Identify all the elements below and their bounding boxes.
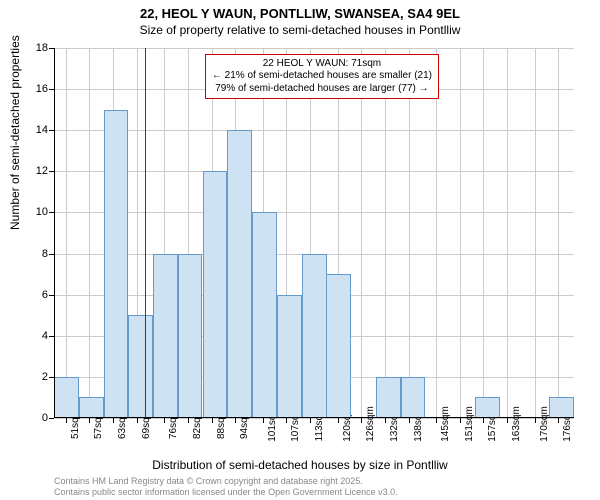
grid-line <box>54 48 574 49</box>
grid-line <box>507 48 508 418</box>
y-tick-label: 16 <box>24 83 48 95</box>
x-tick <box>286 418 287 423</box>
histogram-bar <box>54 377 79 418</box>
y-tick-label: 2 <box>24 371 48 383</box>
histogram-bar <box>252 212 277 418</box>
y-tick-label: 4 <box>24 330 48 342</box>
x-tick <box>113 418 114 423</box>
x-tick-label: 151sqm <box>464 406 475 442</box>
x-tick <box>361 418 362 423</box>
x-tick-label: 145sqm <box>440 406 451 442</box>
grid-line <box>89 48 90 418</box>
x-tick <box>507 418 508 423</box>
x-tick <box>263 418 264 423</box>
histogram-bar <box>302 254 327 418</box>
chart-container: 22, HEOL Y WAUN, PONTLLIW, SWANSEA, SA4 … <box>0 0 600 500</box>
y-tick-label: 0 <box>24 412 48 424</box>
plot-area: 02468101214161851sqm57sqm63sqm69sqm76sqm… <box>54 48 574 418</box>
annotation-line2: ← 21% of semi-detached houses are smalle… <box>212 70 432 83</box>
x-tick <box>436 418 437 423</box>
y-axis-label: Number of semi-detached properties <box>8 35 22 230</box>
x-axis-label: Distribution of semi-detached houses by … <box>0 458 600 472</box>
histogram-bar <box>401 377 426 418</box>
grid-line <box>66 48 67 418</box>
y-tick-label: 14 <box>24 124 48 136</box>
x-tick <box>409 418 410 423</box>
x-tick <box>385 418 386 423</box>
histogram-bar <box>153 254 178 418</box>
y-axis <box>54 48 55 418</box>
x-tick <box>164 418 165 423</box>
histogram-bar <box>203 171 228 418</box>
x-tick <box>310 418 311 423</box>
histogram-bar <box>178 254 203 418</box>
footer-attribution: Contains HM Land Registry data © Crown c… <box>54 476 398 498</box>
histogram-bar <box>549 397 574 418</box>
grid-line <box>483 48 484 418</box>
x-tick-label: 163sqm <box>511 406 522 442</box>
title-main: 22, HEOL Y WAUN, PONTLLIW, SWANSEA, SA4 … <box>0 0 600 21</box>
histogram-bar <box>376 377 401 418</box>
x-tick <box>137 418 138 423</box>
grid-line <box>54 212 574 213</box>
grid-line <box>361 48 362 418</box>
x-tick <box>558 418 559 423</box>
y-tick-label: 10 <box>24 206 48 218</box>
grid-line <box>54 171 574 172</box>
grid-line <box>460 48 461 418</box>
grid-line <box>385 48 386 418</box>
grid-line <box>54 130 574 131</box>
x-tick <box>66 418 67 423</box>
histogram-bar <box>128 315 153 418</box>
annotation-line1: 22 HEOL Y WAUN: 71sqm <box>212 58 432 71</box>
x-tick <box>188 418 189 423</box>
grid-line <box>409 48 410 418</box>
y-tick-label: 8 <box>24 248 48 260</box>
histogram-bar <box>104 110 129 418</box>
x-tick <box>212 418 213 423</box>
grid-line <box>436 48 437 418</box>
x-axis <box>54 417 574 418</box>
y-tick-label: 6 <box>24 289 48 301</box>
x-tick <box>535 418 536 423</box>
y-tick-label: 18 <box>24 42 48 54</box>
histogram-bar <box>277 295 302 418</box>
x-tick <box>89 418 90 423</box>
x-tick-label: 126sqm <box>365 406 376 442</box>
histogram-bar <box>227 130 252 418</box>
title-sub: Size of property relative to semi-detach… <box>0 21 600 37</box>
reference-line <box>145 48 146 418</box>
y-tick-label: 12 <box>24 165 48 177</box>
footer-line2: Contains public sector information licen… <box>54 487 398 498</box>
grid-line <box>535 48 536 418</box>
histogram-bar <box>79 397 104 418</box>
histogram-bar <box>475 397 500 418</box>
x-tick-label: 170sqm <box>539 406 550 442</box>
footer-line1: Contains HM Land Registry data © Crown c… <box>54 476 398 487</box>
x-tick <box>460 418 461 423</box>
annotation-line3: 79% of semi-detached houses are larger (… <box>212 83 432 96</box>
x-tick <box>338 418 339 423</box>
x-tick <box>483 418 484 423</box>
histogram-bar <box>326 274 351 418</box>
x-tick <box>235 418 236 423</box>
annotation-box: 22 HEOL Y WAUN: 71sqm← 21% of semi-detac… <box>205 54 439 100</box>
y-tick <box>49 418 54 419</box>
grid-line <box>558 48 559 418</box>
